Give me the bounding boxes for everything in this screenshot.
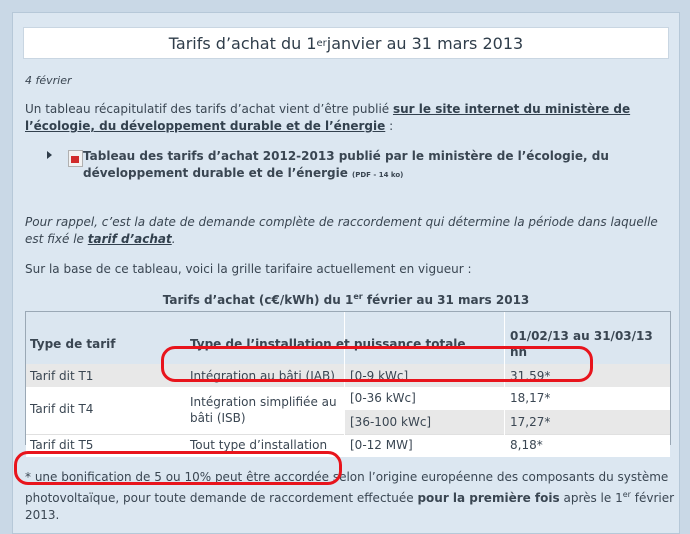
bullet-arrow-icon — [47, 151, 52, 159]
cell-install: Intégration simplifiée au bâti (ISB) — [190, 395, 337, 425]
cell-tarif: Tarif dit T5 — [30, 438, 94, 452]
tarif-link[interactable]: tarif d’achat — [87, 232, 172, 246]
intro-text: Un tableau récapitulatif des tarifs d’ac… — [25, 102, 393, 116]
intro-suffix: : — [385, 119, 394, 133]
cell-value: 31,59* — [510, 369, 551, 383]
cell-install: Intégration au bâti (IAB) — [190, 369, 335, 383]
footnote-sup: er — [622, 490, 631, 499]
cell-range: [36-100 kWc] — [350, 415, 432, 429]
footnote-text-2: après le 1 — [559, 491, 623, 505]
title-text: Tarifs d’achat du 1 — [168, 33, 317, 53]
footnote-bold: pour la première fois — [417, 491, 560, 505]
header-type-installation: Type de l’installation et puissance tota… — [190, 337, 466, 351]
post-date: 4 février — [25, 74, 72, 87]
column-divider — [344, 312, 345, 444]
cell-tarif: Tarif dit T1 — [30, 369, 94, 383]
document-link[interactable]: Tableau des tarifs d’achat 2012-2013 pub… — [83, 149, 609, 180]
cell-install: Tout type d’installation — [190, 438, 328, 452]
cell-range: [0-9 kWc] — [350, 369, 409, 383]
title-rest: janvier au 31 mars 2013 — [326, 33, 524, 53]
tariff-table: Type de tarif Type de l’installation et … — [25, 311, 671, 457]
table-row — [344, 410, 670, 434]
cell-value: 17,27* — [510, 415, 551, 429]
reminder-text: Pour rappel, c’est la date de demande co… — [25, 215, 658, 246]
table-row — [26, 364, 670, 387]
title-sup: er — [316, 37, 327, 49]
table-header-row — [26, 312, 670, 364]
cell-tarif: Tarif dit T4 — [30, 402, 94, 416]
content-panel: Tarifs d’achat du 1 er janvier au 31 mars… — [12, 12, 680, 534]
table-title-sup: er — [353, 292, 363, 301]
ministry-site-link[interactable]: sur le site internet du ministère de l’é… — [25, 102, 631, 133]
reminder-paragraph: Pour rappel, c’est la date de demande co… — [25, 214, 675, 248]
page-title: Tarifs d’achat du 1 er janvier au 31 mars… — [23, 27, 669, 59]
intro-paragraph: Un tableau récapitulatif des tarifs d’ac… — [25, 101, 671, 135]
cell-range: [0-12 MW] — [350, 438, 413, 452]
table-title-text: Tarifs d’achat (c€/kWh) du 1 — [162, 293, 354, 307]
reminder-suffix: . — [171, 232, 176, 246]
cell-range: [0-36 kWc] — [350, 391, 416, 405]
document-link-item[interactable]: Tableau des tarifs d’achat 2012-2013 pub… — [63, 148, 673, 184]
header-period: 01/02/13 au 31/03/13 nh — [510, 329, 653, 359]
footnote-text: * une bonification de 5 ou 10% peut être… — [25, 470, 669, 505]
document-meta: (PDF - 14 ko) — [352, 171, 404, 179]
table-title-rest: février au 31 mars 2013 — [362, 293, 530, 307]
pdf-file-icon — [68, 150, 83, 167]
column-divider — [504, 312, 505, 444]
basis-paragraph: Sur la base de ce tableau, voici la gril… — [25, 262, 472, 276]
cell-value: 18,17* — [510, 391, 551, 405]
table-row — [26, 434, 670, 457]
header-type-tarif: Type de tarif — [30, 337, 116, 351]
cell-value: 8,18* — [510, 438, 543, 452]
table-title: Tarifs d’achat (c€/kWh) du 1er février a… — [13, 292, 679, 307]
